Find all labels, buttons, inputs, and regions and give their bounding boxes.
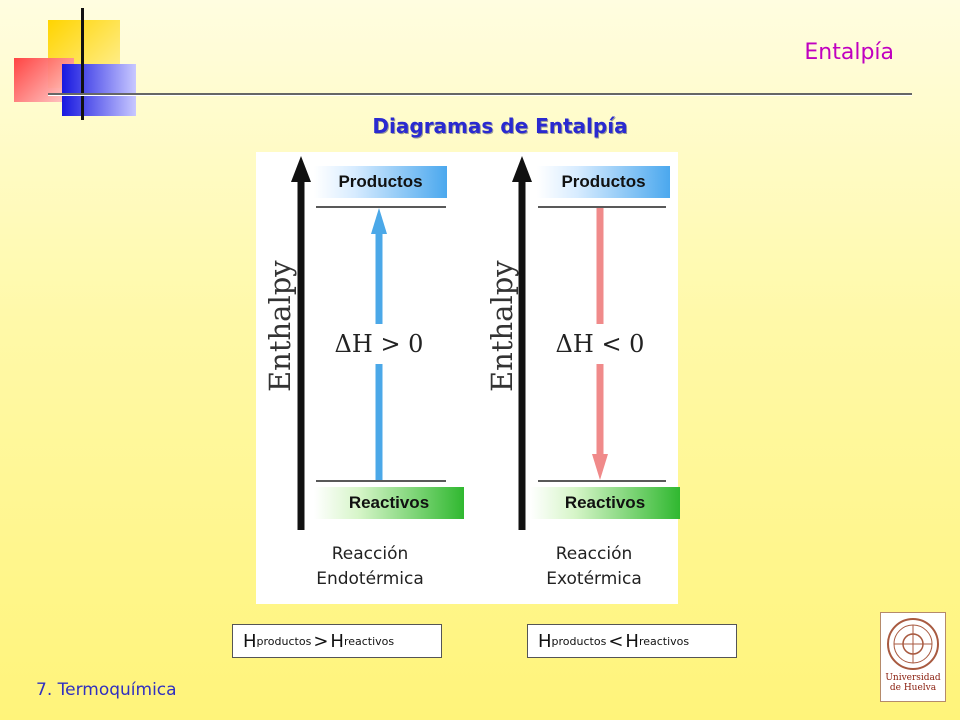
decor-blue-square bbox=[62, 64, 136, 116]
slide-subtitle: Diagramas de Entalpía bbox=[372, 114, 628, 138]
right-caption-line2: Exotérmica bbox=[546, 569, 642, 589]
left-axis-label: Enthalpy bbox=[263, 260, 297, 392]
enthalpy-diagram-panel: Enthalpy ΔH > 0 Enthalpy ΔH < 0 bbox=[256, 152, 678, 604]
slide-title: Entalpía bbox=[804, 40, 894, 65]
decor-vertical-line bbox=[81, 8, 84, 120]
university-logo: Universidad de Huelva bbox=[880, 612, 946, 702]
left-caption-line2: Endotérmica bbox=[316, 569, 424, 589]
enthalpy-diagram-svg: Enthalpy ΔH > 0 Enthalpy ΔH < 0 bbox=[263, 156, 666, 530]
left-products-bar: Productos bbox=[314, 166, 447, 198]
footer-section-label: 7. Termoquímica bbox=[36, 680, 177, 700]
left-caption-line1: Reacción bbox=[331, 544, 409, 564]
left-delta-label: ΔH > 0 bbox=[335, 330, 424, 358]
left-delta-arrowhead bbox=[371, 208, 387, 234]
left-reaction-caption: Reacción Endotérmica bbox=[285, 542, 455, 592]
right-delta-label: ΔH < 0 bbox=[556, 330, 645, 358]
right-reaction-caption: Reacción Exotérmica bbox=[509, 542, 679, 592]
right-reactants-bar: Reactivos bbox=[530, 487, 680, 519]
university-name: Universidad de Huelva bbox=[885, 673, 941, 693]
right-axis-arrowhead bbox=[512, 156, 532, 182]
right-delta-arrowhead bbox=[592, 454, 608, 480]
right-products-bar: Productos bbox=[537, 166, 670, 198]
right-axis-label: Enthalpy bbox=[485, 260, 519, 392]
left-reactants-bar: Reactivos bbox=[314, 487, 464, 519]
header-divider-highlight bbox=[48, 95, 912, 96]
left-axis-arrowhead bbox=[291, 156, 311, 182]
header-divider bbox=[48, 93, 912, 95]
right-caption-line1: Reacción bbox=[555, 544, 633, 564]
university-seal-icon bbox=[887, 618, 939, 670]
